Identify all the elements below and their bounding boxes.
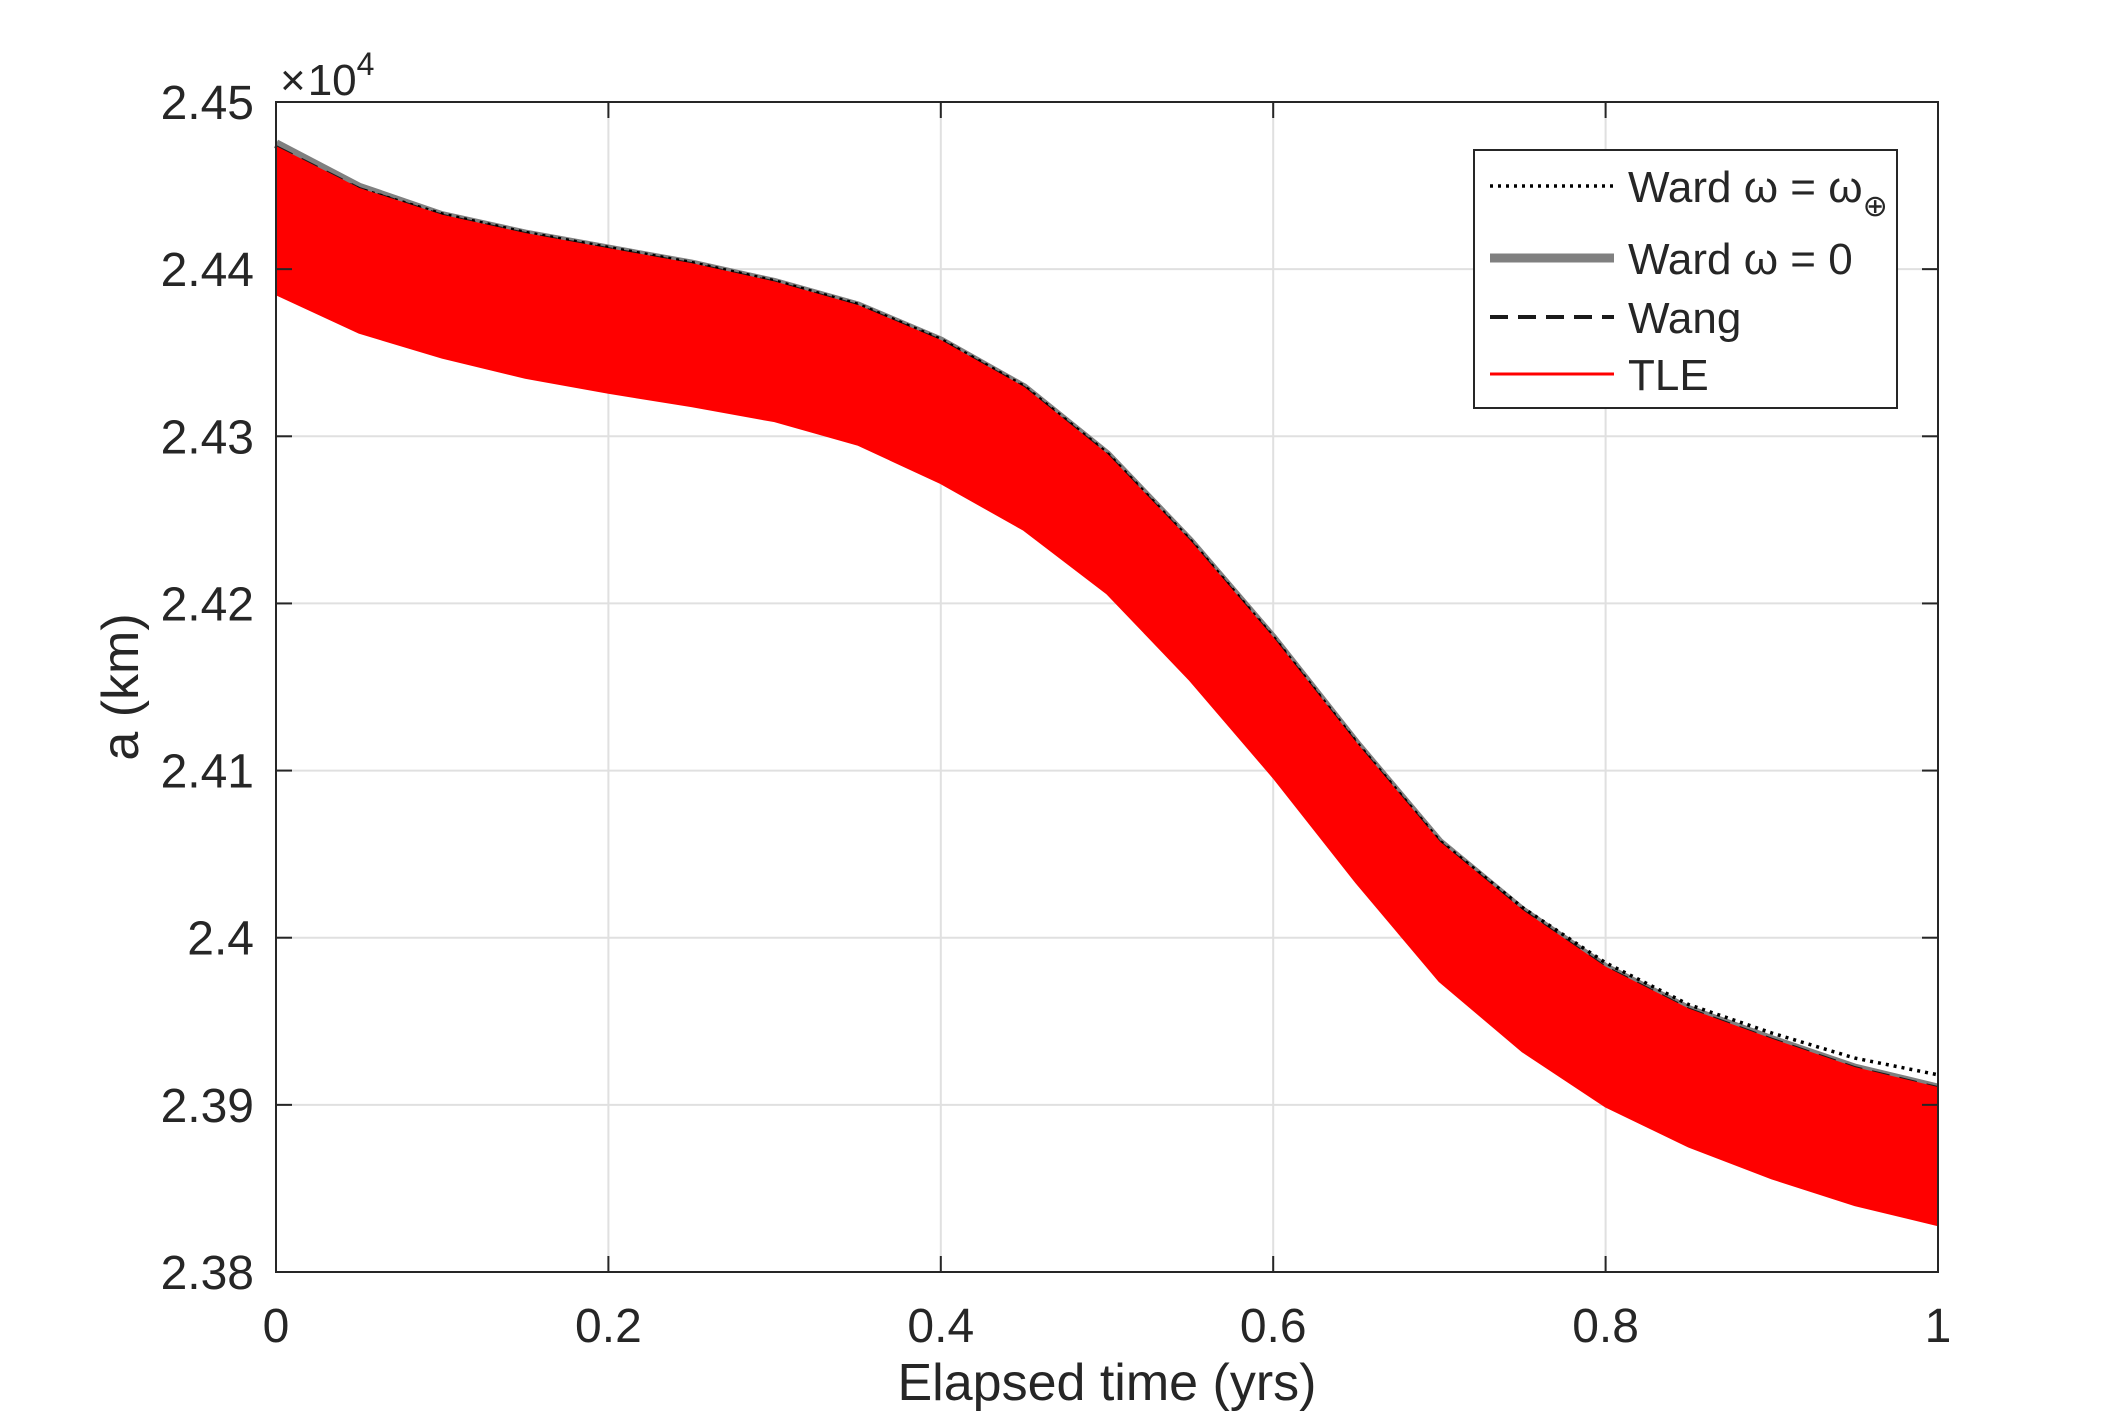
y-tick-label: 2.41 (161, 746, 254, 799)
x-tick-label: 0.8 (1572, 1300, 1639, 1353)
legend-label: TLE (1628, 351, 1709, 400)
legend-entries: Ward ω = ω⊕ Ward ω = 0 Wang TLE (1490, 163, 1888, 400)
plot-box (275, 101, 1939, 1273)
legend-label: Ward ω = 0 (1628, 235, 1853, 284)
series-ward-line (275, 150, 1939, 1077)
series-layer (273, 139, 1940, 1227)
y-tick-label: 2.4 (187, 913, 254, 966)
y-tick-label: 2.39 (161, 1080, 254, 1133)
legend: Ward ω = ω⊕ Ward ω = 0 Wang TLE (1473, 149, 1898, 409)
x-axis-title: Elapsed time (yrs) (898, 1354, 1317, 1412)
legend-label: Wang (1628, 294, 1741, 343)
x-tick-label: 0 (263, 1300, 290, 1353)
tick-labels: 0 0.2 0.4 0.6 0.8 1 2.38 2.39 2.4 2.41 2.42 2.43 2.4… (161, 77, 1952, 1353)
x-tick-label: 1 (1925, 1300, 1952, 1353)
y-tick-label: 2.43 (161, 411, 254, 464)
legend-box (1473, 149, 1898, 409)
x-tick-label: 0.6 (1240, 1300, 1307, 1353)
y-tick-label: 2.42 (161, 578, 254, 631)
y-axis-title: a (km) (92, 613, 150, 760)
y-tick-label: 2.44 (161, 244, 254, 297)
y-tick-label: 2.38 (161, 1247, 254, 1300)
x-tick-label: 0.2 (575, 1300, 642, 1353)
ticks (275, 101, 1939, 1273)
y-tick-label: 2.45 (161, 77, 254, 130)
x-tick-label: 0.4 (907, 1300, 974, 1353)
legend-label: Ward ω = ω⊕ (1628, 163, 1888, 223)
y-exponent: ×104 (280, 46, 374, 105)
